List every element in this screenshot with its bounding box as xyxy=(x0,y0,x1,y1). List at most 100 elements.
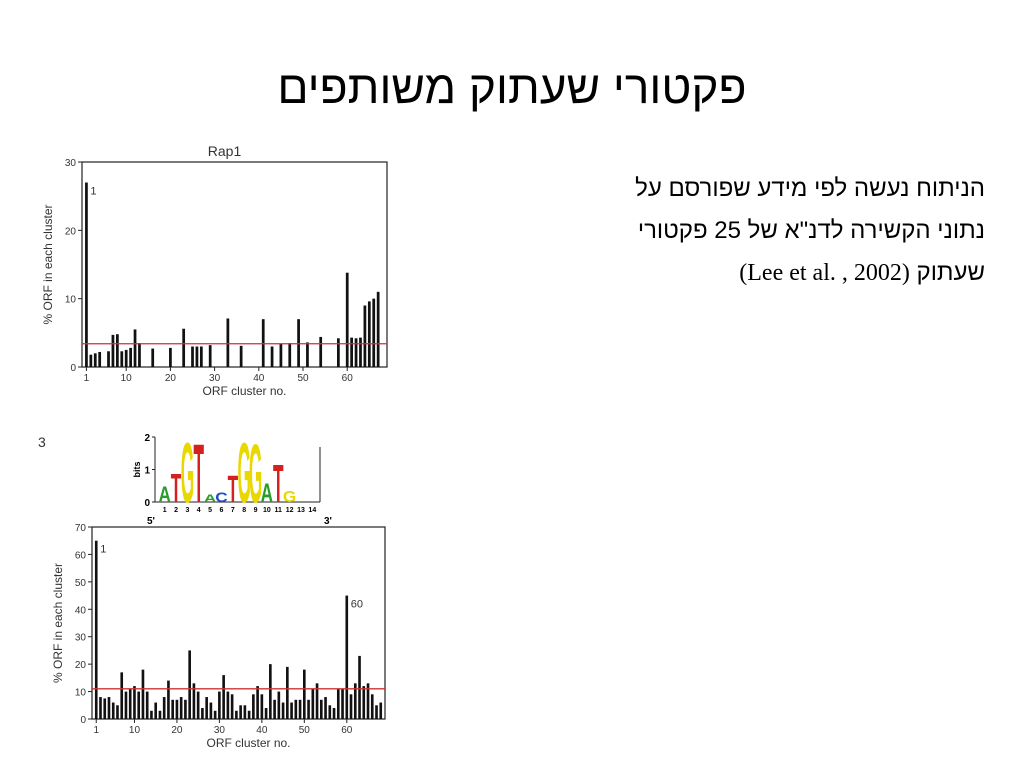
y-tick-label: 50 xyxy=(75,578,87,589)
bar xyxy=(261,319,265,367)
bar xyxy=(243,705,247,719)
bar xyxy=(379,702,383,719)
bar xyxy=(359,337,362,367)
bar xyxy=(336,688,340,719)
bar xyxy=(107,697,111,719)
bar xyxy=(129,347,132,367)
bar xyxy=(319,699,323,719)
bar xyxy=(372,298,376,367)
bar xyxy=(286,666,289,719)
bar xyxy=(345,595,349,719)
bar xyxy=(358,655,361,719)
bar xyxy=(353,683,357,719)
x-tick-label: 1 xyxy=(93,725,99,736)
bar xyxy=(128,688,132,719)
bar xyxy=(307,699,310,719)
bar xyxy=(222,675,225,719)
logo-position-label: 13 xyxy=(297,507,305,514)
logo-letter: G xyxy=(249,426,262,520)
bar xyxy=(370,694,374,719)
bar xyxy=(290,702,293,719)
bar xyxy=(124,691,128,719)
bar xyxy=(195,346,199,367)
bar xyxy=(133,686,136,719)
logo-position-label: 11 xyxy=(275,507,283,514)
bar xyxy=(201,708,204,719)
bar xyxy=(213,710,217,719)
bar xyxy=(188,650,191,719)
bar xyxy=(171,699,174,719)
bar xyxy=(162,697,166,719)
logo-position-label: 6 xyxy=(220,507,224,514)
bar xyxy=(337,338,340,367)
x-tick-label: 1 xyxy=(84,373,90,384)
bar xyxy=(116,705,119,719)
bar xyxy=(375,705,378,719)
bar-annotation: 1 xyxy=(90,186,96,198)
bar xyxy=(124,349,128,367)
bar xyxy=(269,664,272,719)
y-tick-label: 20 xyxy=(75,660,87,671)
bar xyxy=(137,691,141,719)
logo-y-tick-label: 2 xyxy=(144,433,150,444)
bar xyxy=(218,691,221,719)
bar xyxy=(350,337,354,367)
bar-annotation: 1 xyxy=(100,544,106,556)
y-axis-label: % ORF in each cluster xyxy=(41,204,55,324)
bar xyxy=(169,347,172,367)
logo-letter: A xyxy=(204,493,217,505)
x-tick-label: 50 xyxy=(297,373,309,384)
logo-5-prime: 5' xyxy=(147,516,155,527)
bar xyxy=(311,688,315,719)
logo-letter: A xyxy=(261,477,273,508)
slide-body-text: הניתוח נעשה לפי מידע שפורסם על נתוני הקש… xyxy=(490,168,985,294)
x-tick-label: 60 xyxy=(342,373,354,384)
bar xyxy=(107,351,110,367)
y-tick-label: 30 xyxy=(75,633,87,644)
bar xyxy=(208,345,212,367)
x-tick-label: 20 xyxy=(171,725,183,736)
y-tick-label: 10 xyxy=(75,688,87,699)
bar xyxy=(98,351,102,367)
bar xyxy=(332,708,336,719)
bar xyxy=(354,338,358,367)
bar xyxy=(328,705,332,719)
bar xyxy=(235,710,238,719)
bar xyxy=(270,346,274,367)
bar xyxy=(376,291,380,367)
logo-y-label: bits xyxy=(132,461,142,477)
bar xyxy=(277,691,281,719)
bar xyxy=(324,697,327,719)
logo-letter: T xyxy=(171,466,182,512)
chart-title: Rap1 xyxy=(208,143,242,159)
logo-letter: T xyxy=(193,426,204,520)
logo-position-label: 3 xyxy=(185,507,189,514)
plot-frame xyxy=(91,526,386,720)
bar xyxy=(133,329,137,367)
y-axis-label: % ORF in each cluster xyxy=(51,563,65,683)
y-tick-label: 20 xyxy=(65,226,77,237)
bar xyxy=(115,334,119,367)
bar xyxy=(94,540,98,719)
x-tick-label: 60 xyxy=(341,725,353,736)
bar xyxy=(196,691,200,719)
x-tick-label: 40 xyxy=(256,725,268,736)
bar xyxy=(158,710,162,719)
bar xyxy=(306,342,309,367)
x-tick-label: 40 xyxy=(253,373,265,384)
y-tick-label: 0 xyxy=(70,363,76,374)
bar xyxy=(288,343,292,367)
y-tick-label: 10 xyxy=(65,295,77,306)
bar xyxy=(252,694,255,719)
bar xyxy=(179,697,183,719)
bar xyxy=(264,708,268,719)
bar xyxy=(226,318,230,367)
bar xyxy=(192,683,196,719)
x-tick-label: 10 xyxy=(121,373,133,384)
bar xyxy=(184,699,187,719)
bar xyxy=(341,688,344,719)
bar xyxy=(367,301,371,367)
logo-position-label: 5 xyxy=(208,507,212,514)
logo-letter: G xyxy=(237,426,250,522)
bar xyxy=(226,691,230,719)
